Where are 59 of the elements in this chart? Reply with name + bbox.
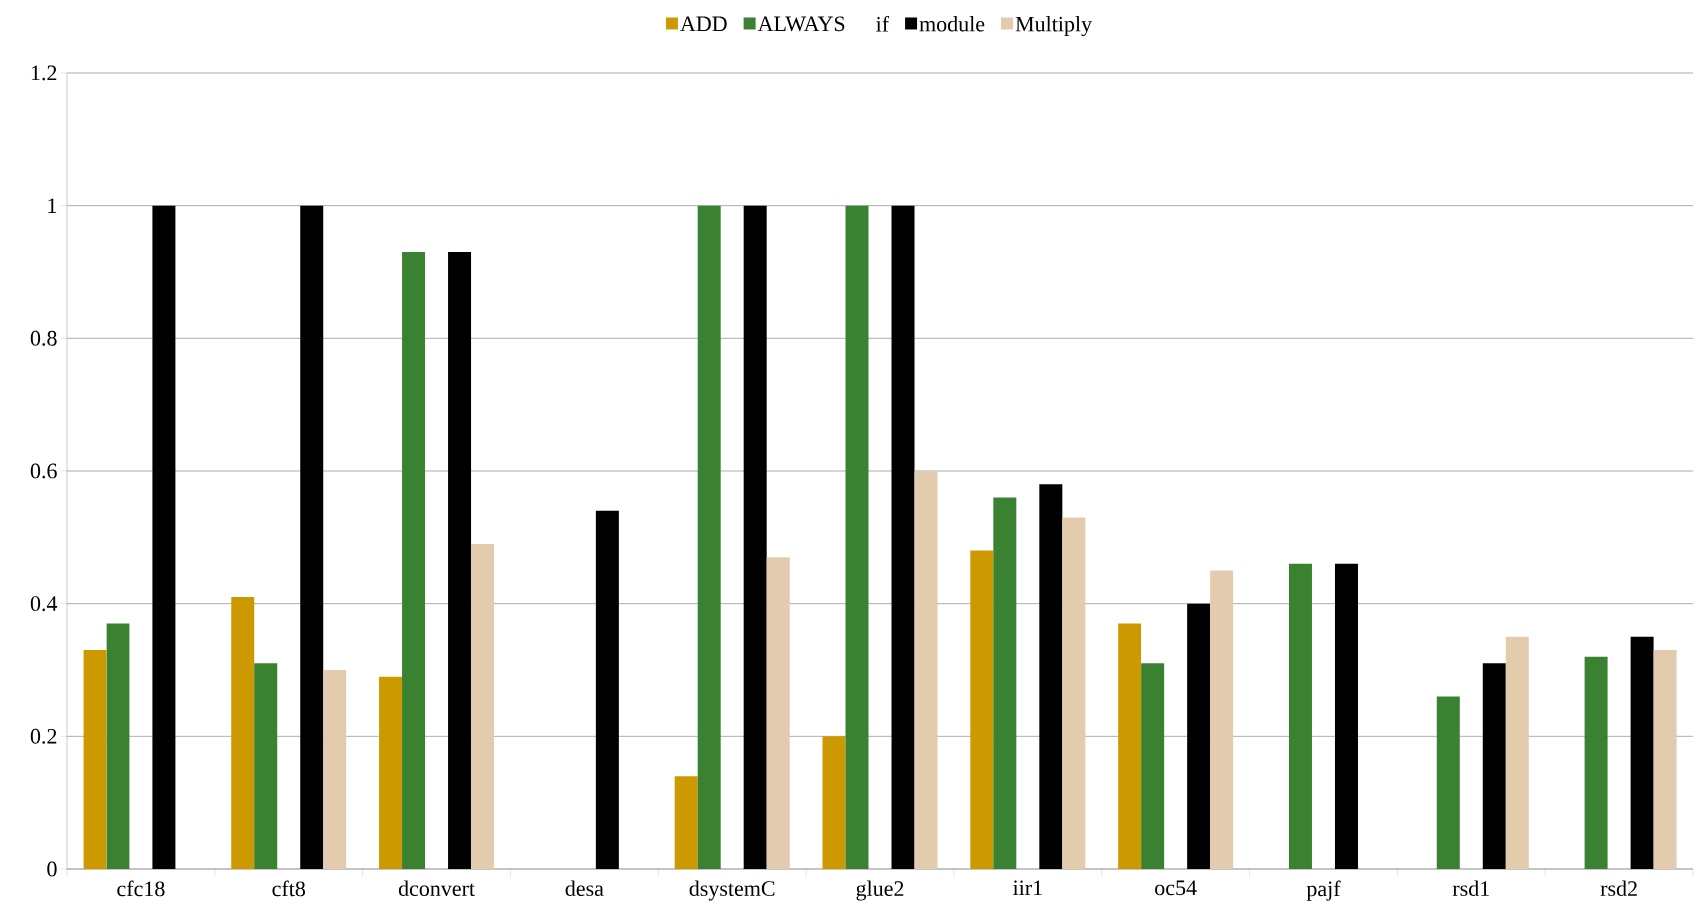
bar	[822, 736, 846, 869]
bar	[697, 205, 721, 869]
bar	[845, 205, 869, 869]
legend-label: Multiply	[1015, 16, 1092, 37]
x-tick-label: iir1	[1013, 880, 1042, 896]
legend-label: ADD	[680, 16, 727, 32]
bar	[1334, 563, 1358, 869]
bar	[595, 510, 619, 869]
bar	[379, 676, 403, 869]
bar	[254, 663, 278, 869]
y-tick-label: 1	[48, 198, 57, 213]
bar	[83, 650, 107, 869]
x-tick-label: pajf	[1306, 880, 1341, 901]
bar	[743, 205, 767, 869]
bar	[1630, 636, 1654, 869]
x-tick-label: glue2	[856, 880, 904, 901]
bar	[891, 205, 915, 869]
y-tick-label: 0.8	[30, 330, 57, 346]
x-tick-label: rsd2	[1600, 880, 1637, 897]
bar	[152, 205, 176, 869]
x-tick-label: cft8	[272, 880, 306, 897]
bar	[1288, 563, 1312, 869]
legend-label: module	[919, 16, 985, 32]
y-tick-label: 0.4	[30, 596, 58, 612]
bar	[993, 497, 1017, 869]
bar	[448, 252, 472, 869]
bar	[1505, 636, 1529, 869]
bar	[1482, 663, 1506, 869]
x-tick-label: dsystemC	[689, 880, 775, 901]
bar	[1653, 650, 1677, 869]
y-tick-label: 0	[47, 861, 57, 877]
bar	[1187, 603, 1211, 869]
bar	[674, 776, 698, 869]
bar	[231, 597, 255, 869]
bar	[1584, 656, 1608, 869]
bar	[106, 623, 130, 869]
bar	[402, 252, 426, 869]
y-tick-label: 0.2	[30, 728, 57, 744]
x-tick-label: rsd1	[1452, 880, 1489, 897]
bar	[1062, 517, 1086, 869]
legend-label: ALWAYS	[757, 16, 845, 32]
bar	[970, 550, 994, 869]
bar	[1436, 696, 1460, 869]
bar	[323, 670, 347, 869]
bar	[766, 557, 790, 869]
bar	[914, 471, 938, 869]
x-tick-label: dconvert	[398, 880, 475, 897]
bar	[471, 543, 495, 869]
y-tick-label: 1.2	[31, 65, 57, 81]
x-tick-label: cfc18	[117, 880, 165, 897]
y-tick-label: 0.6	[30, 463, 57, 479]
bar	[1039, 484, 1063, 869]
bar	[1118, 623, 1142, 869]
text: if	[876, 15, 890, 32]
bar	[1141, 663, 1165, 869]
bar	[300, 205, 324, 869]
x-tick-label: oc54	[1155, 880, 1197, 896]
x-tick-label: desa	[565, 880, 604, 897]
bar	[1210, 570, 1234, 869]
